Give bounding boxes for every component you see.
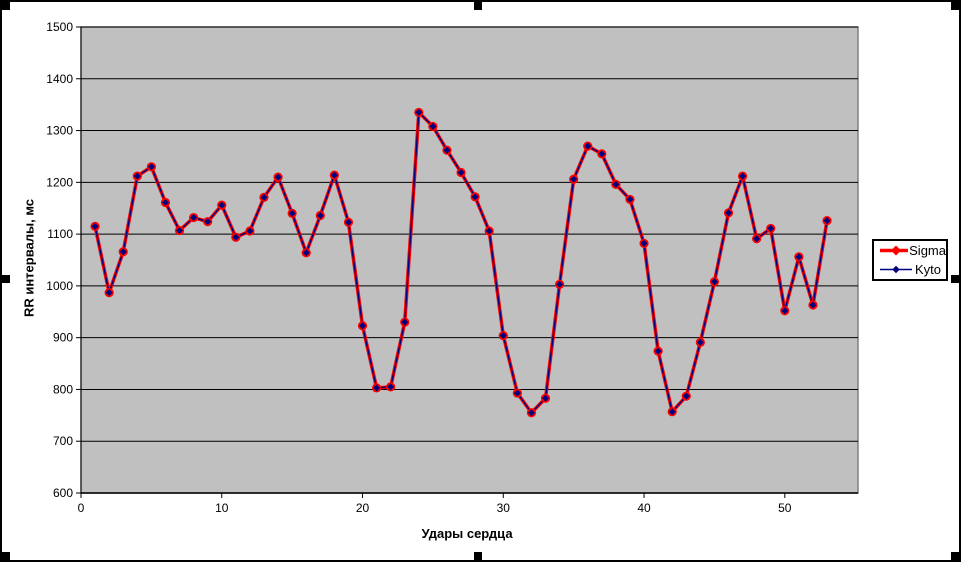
marker-kyto: [401, 318, 409, 326]
selection-handle-top-center[interactable]: [474, 2, 482, 10]
marker-kyto: [457, 168, 465, 176]
marker-kyto: [781, 307, 789, 315]
marker-kyto: [809, 301, 817, 309]
marker-kyto: [654, 347, 662, 355]
marker-kyto: [176, 226, 184, 234]
marker-kyto: [91, 222, 99, 230]
x-axis-title: Удары сердца: [421, 526, 513, 541]
marker-kyto: [584, 142, 592, 150]
y-tick-label: 800: [53, 382, 73, 396]
legend-label-kyto: Kyto: [915, 262, 942, 277]
marker-kyto: [556, 280, 564, 288]
marker-kyto: [626, 195, 634, 203]
marker-kyto: [373, 384, 381, 392]
selection-handle-top-right[interactable]: [951, 2, 959, 10]
marker-kyto: [133, 172, 141, 180]
marker-kyto: [682, 392, 690, 400]
marker-kyto: [161, 199, 169, 207]
sigma-line-sample-icon: [880, 245, 909, 256]
plot-area: [80, 26, 859, 494]
marker-kyto: [513, 389, 521, 397]
marker-kyto: [190, 214, 198, 222]
y-tick-label: 1000: [46, 279, 73, 293]
marker-kyto: [542, 394, 550, 402]
marker-kyto: [570, 175, 578, 183]
x-tick-label: 40: [637, 501, 651, 515]
marker-kyto: [753, 235, 761, 243]
marker-kyto: [260, 193, 268, 201]
x-tick-label: 30: [497, 501, 511, 515]
y-tick-label: 1100: [47, 227, 73, 241]
marker-kyto: [316, 211, 324, 219]
kyto-line-sample-icon: [880, 265, 912, 274]
marker-kyto: [204, 218, 212, 226]
y-tick-label: 1300: [46, 124, 73, 138]
marker-kyto: [612, 180, 620, 188]
selection-handle-top-left[interactable]: [2, 2, 10, 10]
y-tick-label: 1200: [46, 175, 73, 189]
marker-kyto: [598, 150, 606, 158]
legend-item-kyto[interactable]: Kyto: [874, 260, 946, 279]
marker-kyto: [443, 146, 451, 154]
selection-handle-bottom-right[interactable]: [951, 552, 959, 560]
marker-kyto: [119, 248, 127, 256]
marker-kyto: [288, 209, 296, 217]
marker-kyto: [429, 122, 437, 130]
marker-kyto: [359, 322, 367, 330]
marker-kyto: [387, 383, 395, 391]
marker-kyto: [739, 172, 747, 180]
selection-handle-middle-right[interactable]: [951, 275, 959, 283]
marker-kyto: [232, 233, 240, 241]
marker-kyto: [640, 239, 648, 247]
y-tick-label: 1400: [46, 72, 73, 86]
selection-handle-bottom-center[interactable]: [474, 552, 482, 560]
marker-kyto: [246, 227, 254, 235]
x-tick-label: 50: [778, 501, 792, 515]
marker-kyto: [485, 227, 493, 235]
marker-kyto: [823, 217, 831, 225]
marker-kyto: [274, 173, 282, 181]
selection-handle-middle-left[interactable]: [2, 275, 10, 283]
legend-label-sigma: Sigma: [909, 243, 946, 258]
y-tick-label: 900: [53, 331, 73, 345]
x-tick-label: 20: [356, 501, 370, 515]
y-axis-title: RR интервалы, мс: [21, 198, 37, 318]
marker-kyto: [147, 163, 155, 171]
marker-kyto: [499, 332, 507, 340]
marker-kyto: [767, 224, 775, 232]
legend[interactable]: Sigma Kyto: [872, 239, 948, 281]
y-tick-label: 1500: [46, 20, 73, 34]
marker-kyto: [527, 409, 535, 417]
marker-kyto: [795, 253, 803, 261]
marker-kyto: [725, 209, 732, 217]
x-tick-label: 10: [215, 501, 229, 515]
marker-kyto: [105, 289, 113, 297]
marker-kyto: [218, 201, 226, 209]
marker-kyto: [471, 193, 479, 201]
marker-kyto: [344, 218, 352, 226]
marker-kyto: [302, 249, 310, 257]
marker-kyto: [668, 408, 676, 416]
marker-kyto: [415, 108, 423, 116]
legend-item-sigma[interactable]: Sigma: [874, 241, 946, 260]
y-tick-label: 700: [53, 434, 73, 448]
marker-kyto: [710, 278, 718, 286]
marker-kyto: [330, 171, 338, 179]
x-tick-label: 0: [78, 501, 85, 515]
selection-handle-bottom-left[interactable]: [2, 552, 10, 560]
marker-kyto: [696, 338, 704, 346]
y-tick-label: 600: [53, 486, 73, 500]
